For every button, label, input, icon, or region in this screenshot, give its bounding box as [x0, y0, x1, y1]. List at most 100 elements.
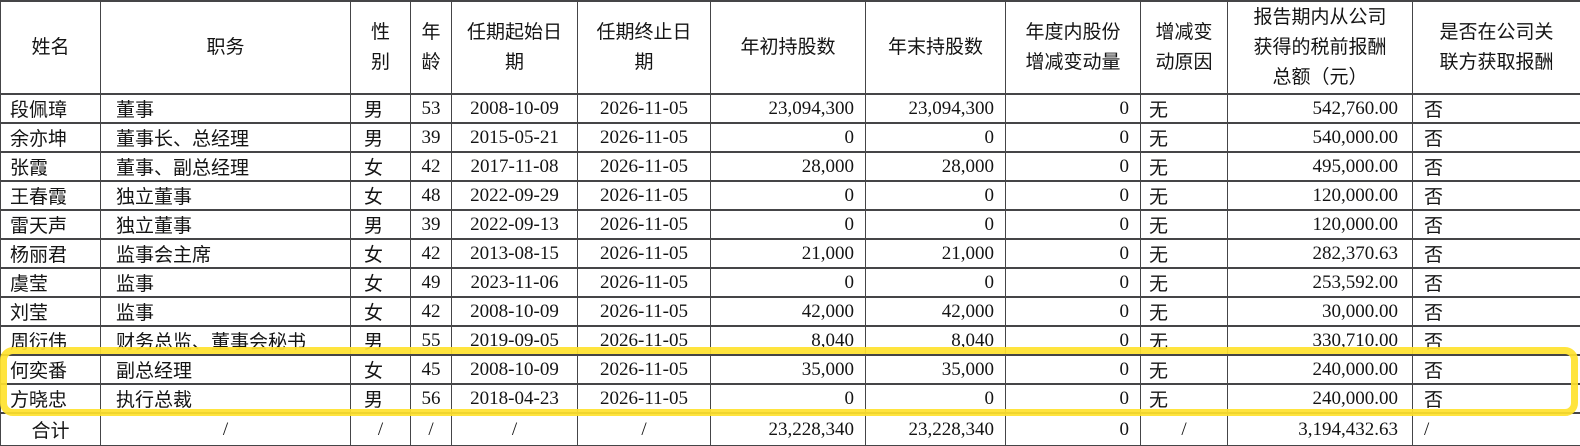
- cell-gender: 女: [350, 151, 411, 182]
- cell-term-end: 2026-11-05: [577, 267, 711, 298]
- cell-name: 虞莹: [0, 267, 101, 298]
- cell-term-start: 2017-11-08: [451, 151, 578, 182]
- cell-share-change: 0: [1005, 238, 1141, 269]
- cell-position: 董事、副总经理: [100, 151, 351, 182]
- cell-compensation: 282,370.63: [1227, 238, 1413, 269]
- cell-share-change: 0: [1005, 93, 1141, 124]
- cell-shares-end: 0: [865, 180, 1006, 211]
- cell-term-end: 2026-11-05: [577, 209, 711, 240]
- cell-share-change: 0: [1005, 151, 1141, 182]
- cell-term-start: 2013-08-15: [451, 238, 578, 269]
- cell-name: 张霞: [0, 151, 101, 182]
- cell-related-party: 否: [1412, 151, 1580, 182]
- cell-gender: 女: [350, 296, 411, 327]
- cell-age: 48: [410, 180, 452, 211]
- cell-name: 王春霞: [0, 180, 101, 211]
- cell-share-change: 0: [1005, 267, 1141, 298]
- table-row: 余亦坤 董事长、总经理男 39 2015-05-21 2026-11-05 0 0 0 无 540…: [0, 122, 1580, 153]
- cell-name: 雷天声: [0, 209, 101, 240]
- cell-age: 55: [410, 325, 452, 356]
- table-row: 刘莹 监事女 42 2008-10-09 2026-11-05 42,000 42,000 0…: [0, 296, 1580, 327]
- table-row: 何奕番 副总经理女 45 2008-10-09 2026-11-05 35,000 35,0…: [0, 354, 1580, 385]
- cell-name: 方晓忠: [0, 383, 101, 414]
- cell-compensation: 330,710.00: [1227, 325, 1413, 356]
- column-header-gender: 性别: [350, 0, 411, 95]
- cell-related-party: 否: [1412, 354, 1580, 385]
- table-row: 杨丽君 监事会主席女 42 2013-08-15 2026-11-05 21,000 21,…: [0, 238, 1580, 269]
- cell-compensation: 542,760.00: [1227, 93, 1413, 124]
- cell-shares-end: 21,000: [865, 238, 1006, 269]
- cell-compensation: 495,000.00: [1227, 151, 1413, 182]
- cell-shares-end: 28,000: [865, 151, 1006, 182]
- cell-name: 何奕番: [0, 354, 101, 385]
- cell-term-end: 2026-11-05: [577, 325, 711, 356]
- cell-name: 周衍伟: [0, 325, 101, 356]
- cell-gender: 女: [350, 180, 411, 211]
- cell-position: 独立董事: [100, 180, 351, 211]
- cell-position: 独立董事: [100, 209, 351, 240]
- table-row: 方晓忠 执行总裁男 56 2018-04-23 2026-11-05 0 0 0 无 240,00…: [0, 383, 1580, 414]
- total-compensation: 3,194,432.63: [1227, 412, 1413, 446]
- cell-term-start: 2023-11-06: [451, 267, 578, 298]
- cell-share-change: 0: [1005, 383, 1141, 414]
- cell-shares-end: 35,000: [865, 354, 1006, 385]
- column-header-age: 年龄: [410, 0, 452, 95]
- cell-position: 执行总裁: [100, 383, 351, 414]
- cell-shares-begin: 0: [710, 267, 866, 298]
- cell-term-start: 2022-09-13: [451, 209, 578, 240]
- column-header-term-start: 任期起始日期: [451, 0, 578, 95]
- cell-term-end: 2026-11-05: [577, 180, 711, 211]
- cell-related-party: 否: [1412, 325, 1580, 356]
- cell-age: 42: [410, 296, 452, 327]
- cell-gender: 男: [350, 209, 411, 240]
- total-change-reason: /: [1140, 412, 1228, 446]
- cell-compensation: 120,000.00: [1227, 209, 1413, 240]
- column-header-related-party: 是否在公司关联方获取报酬: [1412, 0, 1580, 95]
- cell-share-change: 0: [1005, 180, 1141, 211]
- cell-related-party: 否: [1412, 296, 1580, 327]
- table-header: 姓名 职务 性别 年龄 任期起始日期 任期终止日期 年初持股数 年末持股数 年度内股份增减变动量…: [0, 0, 1580, 95]
- cell-related-party: 否: [1412, 267, 1580, 298]
- cell-change-reason: 无: [1140, 383, 1228, 414]
- cell-compensation: 240,000.00: [1227, 354, 1413, 385]
- cell-gender: 女: [350, 267, 411, 298]
- cell-shares-begin: 28,000: [710, 151, 866, 182]
- cell-shares-end: 0: [865, 267, 1006, 298]
- total-term-start: /: [451, 412, 578, 446]
- cell-change-reason: 无: [1140, 354, 1228, 385]
- column-header-name: 姓名: [0, 0, 101, 95]
- cell-term-start: 2022-09-29: [451, 180, 578, 211]
- cell-shares-begin: 8,040: [710, 325, 866, 356]
- cell-compensation: 540,000.00: [1227, 122, 1413, 153]
- column-header-change-reason: 增减变动原因: [1140, 0, 1228, 95]
- total-shares-begin: 23,228,340: [710, 412, 866, 446]
- cell-shares-begin: 0: [710, 209, 866, 240]
- cell-term-end: 2026-11-05: [577, 383, 711, 414]
- cell-gender: 男: [350, 325, 411, 356]
- cell-shares-begin: 23,094,300: [710, 93, 866, 124]
- total-share-change: 0: [1005, 412, 1141, 446]
- cell-position: 监事: [100, 267, 351, 298]
- cell-compensation: 240,000.00: [1227, 383, 1413, 414]
- cell-position: 财务总监、董事会秘书: [100, 325, 351, 356]
- table-row: 张霞 董事、副总经理女 42 2017-11-08 2026-11-05 28,000 28…: [0, 151, 1580, 182]
- cell-term-start: 2018-04-23: [451, 383, 578, 414]
- cell-shares-end: 0: [865, 383, 1006, 414]
- cell-change-reason: 无: [1140, 209, 1228, 240]
- column-header-term-end: 任期终止日期: [577, 0, 711, 95]
- cell-related-party: 否: [1412, 209, 1580, 240]
- cell-age: 56: [410, 383, 452, 414]
- cell-term-start: 2008-10-09: [451, 354, 578, 385]
- cell-related-party: 否: [1412, 180, 1580, 211]
- cell-related-party: 否: [1412, 122, 1580, 153]
- cell-term-end: 2026-11-05: [577, 238, 711, 269]
- cell-related-party: 否: [1412, 383, 1580, 414]
- cell-age: 45: [410, 354, 452, 385]
- column-header-shares-begin: 年初持股数: [710, 0, 866, 95]
- cell-change-reason: 无: [1140, 325, 1228, 356]
- total-name: 合计: [0, 412, 101, 446]
- table-body: 段佩璋 董事男 53 2008-10-09 2026-11-05 23,094,300 23…: [0, 93, 1580, 446]
- cell-shares-end: 0: [865, 209, 1006, 240]
- cell-term-start: 2008-10-09: [451, 296, 578, 327]
